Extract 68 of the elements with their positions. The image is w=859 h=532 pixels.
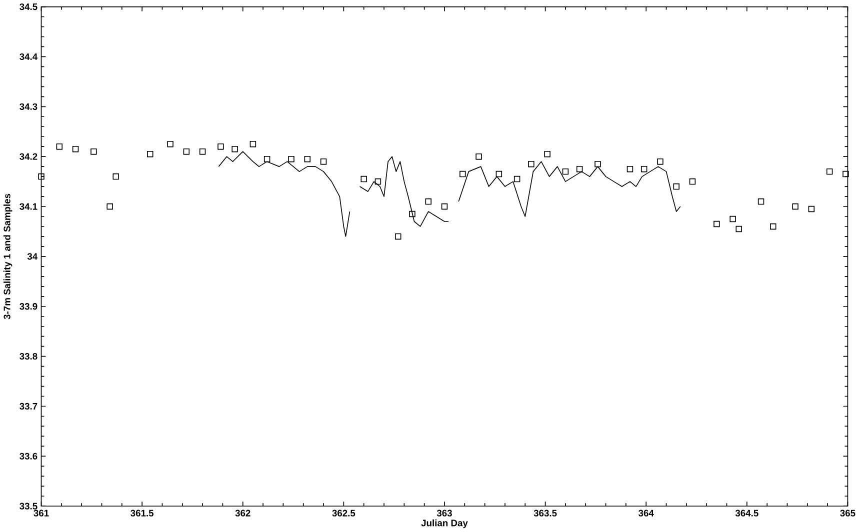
point <box>320 158 327 165</box>
point <box>112 174 119 180</box>
point <box>183 148 190 155</box>
point <box>441 204 448 210</box>
point <box>576 166 583 172</box>
point <box>514 176 520 182</box>
y-tick-label: 33.9 <box>20 303 38 310</box>
x-tick-label: 361.5 <box>130 510 154 517</box>
point <box>730 216 736 222</box>
point <box>56 144 63 150</box>
x-axis-title: Julian Day <box>421 520 468 528</box>
y-tick-label: 33.5 <box>20 502 38 510</box>
x-tick-label: 363 <box>436 510 452 517</box>
y-tick-label: 34.5 <box>20 4 38 10</box>
y-tick-label: 34.3 <box>20 104 38 110</box>
x-tick-label: 364.5 <box>735 510 758 517</box>
point <box>72 146 79 152</box>
x-tick-label: 364 <box>638 510 654 517</box>
point <box>167 141 174 148</box>
y-tick-label: 34 <box>27 253 38 260</box>
point <box>394 234 402 240</box>
point <box>657 158 664 165</box>
point <box>199 148 206 155</box>
y-tick-label: 34.1 <box>20 203 38 210</box>
y-tick-label: 34.2 <box>20 153 38 160</box>
point <box>304 156 311 162</box>
point <box>736 226 742 232</box>
y-axis-title: 3-7m Salinity 1 and Samples <box>3 194 12 320</box>
point <box>409 211 416 218</box>
point <box>640 166 648 172</box>
point <box>792 204 798 210</box>
point <box>218 144 224 150</box>
y-tick-label: 33.8 <box>20 353 38 360</box>
point <box>264 156 270 162</box>
point <box>496 171 502 178</box>
point <box>714 221 720 228</box>
point <box>476 154 482 160</box>
y-tick-label: 33.7 <box>20 403 38 410</box>
point <box>544 151 550 158</box>
x-tick-label: 362.5 <box>332 510 356 517</box>
point <box>106 204 113 210</box>
point <box>90 148 97 155</box>
point <box>288 156 294 162</box>
x-tick-label: 365 <box>840 510 856 517</box>
point <box>808 206 815 212</box>
point <box>770 224 776 230</box>
y-tick-label: 33.6 <box>20 453 38 460</box>
point <box>425 198 432 205</box>
x-tick-label: 362 <box>235 510 250 517</box>
point <box>562 168 569 175</box>
point <box>528 161 534 168</box>
point <box>360 176 367 182</box>
point <box>147 151 154 158</box>
point <box>626 166 634 172</box>
x-tick-label: 361 <box>34 510 49 517</box>
point <box>673 184 680 190</box>
point <box>758 198 764 205</box>
point <box>250 141 256 148</box>
point <box>38 174 44 180</box>
point <box>594 161 601 168</box>
point <box>460 171 466 178</box>
point <box>826 168 833 175</box>
x-tick-label: 363.5 <box>534 510 557 517</box>
point <box>689 178 696 185</box>
point <box>232 146 238 152</box>
y-tick-label: 34.4 <box>20 54 38 60</box>
point <box>374 178 382 185</box>
point <box>842 171 849 178</box>
